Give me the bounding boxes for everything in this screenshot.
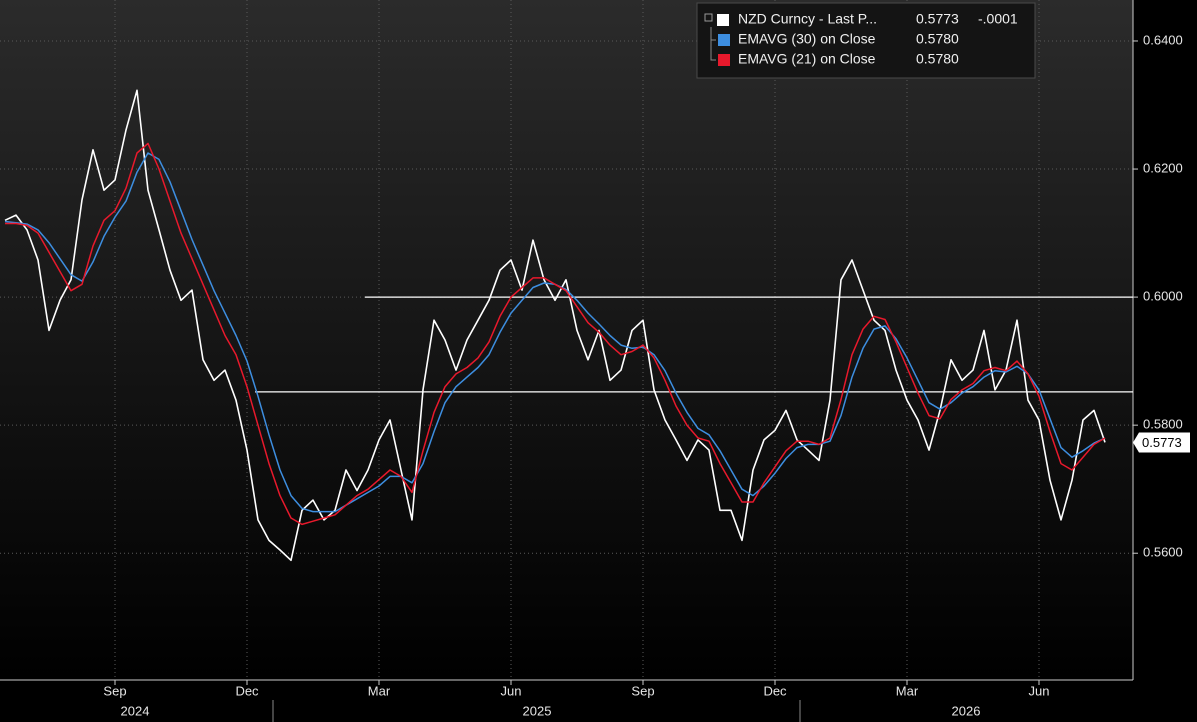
series-line	[4, 89, 1106, 562]
legend-swatch	[717, 14, 729, 26]
y-tick-label: 0.6400	[1143, 32, 1183, 47]
legend-swatch	[718, 34, 730, 46]
x-tick-label: Mar	[896, 683, 919, 698]
last-price-box	[1133, 432, 1190, 453]
y-tick-label: 0.5800	[1143, 417, 1183, 432]
x-tick-label: Mar	[368, 683, 391, 698]
x-year-label: 2025	[523, 703, 552, 718]
x-tick-label: Jun	[1029, 683, 1050, 698]
x-tick-label: Dec	[235, 683, 259, 698]
legend: NZD Curncy - Last P... 0.5773 -.0001 EMAVG …	[696, 2, 1036, 79]
legend-label: NZD Curncy - Last P...	[738, 11, 877, 27]
legend-value: 0.5780	[916, 51, 959, 67]
legend-collapse	[704, 13, 713, 22]
y-tick-label: 0.5600	[1143, 545, 1183, 560]
axis-background	[1133, 0, 1197, 722]
x-tick-label: Sep	[103, 683, 126, 698]
legend-box	[696, 2, 1036, 79]
legend-value: 0.5780	[916, 31, 959, 47]
legend-value: 0.5773	[916, 11, 959, 27]
plot-background	[0, 0, 1133, 680]
axis-background	[0, 680, 1133, 722]
series-line	[5, 142, 1106, 526]
x-tick-label: Dec	[763, 683, 787, 698]
x-year-label: 2026	[952, 703, 981, 718]
y-tick-label: 0.6200	[1143, 160, 1183, 175]
y-tick-label: 0.6000	[1143, 289, 1183, 304]
legend-swatch	[718, 54, 730, 66]
x-tick-label: Sep	[631, 683, 654, 698]
x-year-label: 2024	[121, 703, 150, 718]
legend-label: EMAVG (21) on Close	[738, 51, 876, 67]
last-price-label: 0.5773	[1142, 435, 1182, 450]
legend-label: EMAVG (30) on Close	[738, 31, 876, 47]
legend-change: -.0001	[978, 11, 1018, 27]
x-tick-label: Jun	[501, 683, 522, 698]
legend-tree	[710, 27, 716, 61]
